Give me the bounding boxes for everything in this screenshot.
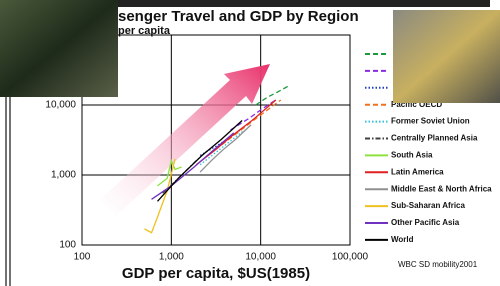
- legend-label: Sub-Saharan Africa: [391, 201, 465, 210]
- chart-title: senger Travel and GDP by Region: [118, 8, 359, 25]
- x-tick-label: 100,000: [332, 252, 369, 263]
- chart: Pacific OECDFormer Soviet UnionCentrally…: [0, 0, 500, 286]
- y-tick-label: 1,000: [51, 170, 76, 181]
- page: Pacific OECDFormer Soviet UnionCentrally…: [0, 0, 500, 286]
- photo: [393, 10, 500, 103]
- legend-label: World: [391, 235, 414, 244]
- y-tick-label: 10,000: [45, 100, 76, 111]
- legend-label: Former Soviet Union: [391, 117, 470, 126]
- y-tick-label: 100: [59, 240, 76, 251]
- legend-label: Other Pacific Asia: [391, 218, 460, 227]
- source-note: WBC SD mobility2001: [398, 260, 478, 269]
- legend-label: Latin America: [391, 167, 444, 176]
- photo: [0, 0, 118, 97]
- legend-label: South Asia: [391, 151, 433, 160]
- x-tick-label: 1,000: [159, 252, 184, 263]
- x-tick-label: 100: [74, 252, 91, 263]
- chart-subtitle: per capita: [118, 25, 171, 37]
- legend-label: Centrally Planned Asia: [391, 134, 478, 143]
- x-axis-label: GDP per capita, $US(1985): [122, 265, 310, 282]
- plot-area: [82, 35, 350, 245]
- x-tick-label: 10,000: [245, 252, 276, 263]
- legend-label: Middle East & North Africa: [391, 184, 492, 193]
